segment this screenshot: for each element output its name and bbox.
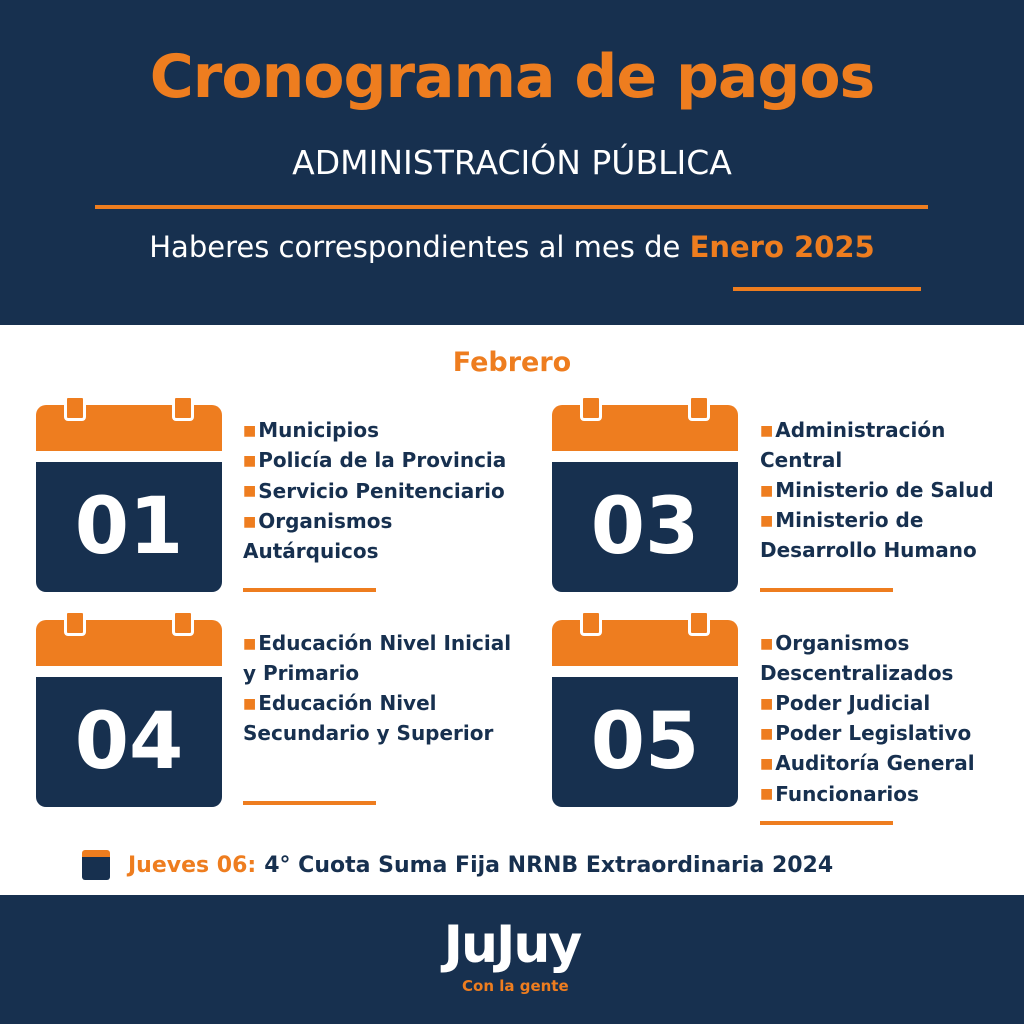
agency-list: ■ Educación Nivel Inicial y Primario ■ Educ… <box>243 629 513 749</box>
list-item-text: Organismos Descentralizados <box>760 631 954 686</box>
subtitle: ADMINISTRACIÓN PÚBLICA <box>292 143 732 182</box>
bullet: ■ <box>760 422 774 439</box>
list-item-text: Auditoría General <box>775 751 975 776</box>
agency-list: ■ Municipios ■ Policía de la Provincia ■ Serv… <box>243 416 513 567</box>
list-item: ■ Servicio Penitenciario <box>243 477 513 507</box>
list-item: ■ Organismos Autárquicos <box>243 507 513 567</box>
list-item-text: Poder Judicial <box>775 690 931 715</box>
list-item-text: Administración Central <box>760 418 946 473</box>
bullet: ■ <box>243 695 257 712</box>
list-item: ■ Auditoría General <box>760 749 1024 779</box>
divider <box>95 205 928 209</box>
calendar-day-03: 03 <box>552 395 738 592</box>
bullet: ■ <box>243 483 257 500</box>
calendar-ring <box>172 395 194 421</box>
calendar-day-04: 04 <box>36 610 222 807</box>
header: Cronograma de pagos ADMINISTRACIÓN PÚBLI… <box>0 0 1024 325</box>
day-number: 03 <box>552 462 738 592</box>
bullet: ■ <box>243 453 257 469</box>
list-item-text: Municipios <box>258 418 379 442</box>
note-text: 4° Cuota Suma Fija NRNB Extraordinaria 2… <box>264 852 834 878</box>
period-prefix: Haberes correspondientes al mes de <box>149 230 681 264</box>
list-item: ■ Policía de la Provincia <box>243 446 513 476</box>
list-item: ■ Administración Central <box>760 416 1024 476</box>
list-item-text: Organismos Autárquicos <box>243 508 393 563</box>
list-item: ■ Poder Legislativo <box>760 719 1024 749</box>
note: Jueves 06: 4° Cuota Suma Fija NRNB Extra… <box>82 849 833 881</box>
calendar-ring <box>64 395 86 421</box>
divider <box>760 588 893 592</box>
list-item-text: Policía de la Provincia <box>258 448 507 473</box>
calendar-ring <box>580 610 602 636</box>
day-number: 01 <box>36 462 222 592</box>
list-item: ■ Funcionarios <box>760 780 1024 810</box>
calendar-ring <box>172 610 194 636</box>
list-item: ■ Organismos Descentralizados <box>760 629 1024 689</box>
agency-list: ■ Administración Central ■ Ministerio de Sa… <box>760 416 1024 566</box>
bullet: ■ <box>760 482 774 499</box>
list-item-text: Ministerio de Salud <box>775 477 994 502</box>
day-number: 05 <box>552 677 738 807</box>
list-item-text: Ministerio de Desarrollo Humano <box>760 508 977 563</box>
calendar-day-01: 01 <box>36 395 222 592</box>
bullet: ■ <box>760 756 774 772</box>
period-month: Enero 2025 <box>689 230 875 264</box>
list-item: ■ Ministerio de Desarrollo Humano <box>760 506 1024 566</box>
bullet: ■ <box>760 786 774 803</box>
logo: JuJuy <box>443 915 583 975</box>
divider <box>760 821 893 825</box>
page-title: Cronograma de pagos <box>149 42 876 112</box>
bullet: ■ <box>760 635 774 652</box>
calendar-ring <box>580 395 602 421</box>
list-item-text: Servicio Penitenciario <box>258 478 505 503</box>
list-item-text: Poder Legislativo <box>775 721 972 745</box>
footer: JuJuy Con la gente <box>0 895 1024 1024</box>
bullet: ■ <box>243 422 257 439</box>
period-text: Haberes correspondientes al mes de Enero… <box>0 230 1024 264</box>
bullet: ■ <box>243 635 257 652</box>
list-item-text: Funcionarios <box>775 781 919 806</box>
divider <box>243 801 376 805</box>
note-label: Jueves 06: <box>128 852 257 878</box>
calendar-icon <box>82 850 110 880</box>
agency-list: ■ Organismos Descentralizados ■ Poder Judic… <box>760 629 1024 810</box>
list-item: ■ Educación Nivel Secundario y Superior <box>243 689 513 749</box>
divider <box>243 588 376 592</box>
calendar-ring <box>688 395 710 421</box>
list-item: ■ Poder Judicial <box>760 689 1024 719</box>
calendar-ring <box>688 610 710 636</box>
calendar-ring <box>64 610 86 636</box>
bullet: ■ <box>760 725 774 742</box>
bullet: ■ <box>760 695 774 712</box>
list-item: ■ Ministerio de Salud <box>760 476 1024 506</box>
list-item: ■ Municipios <box>243 416 513 446</box>
day-number: 04 <box>36 677 222 807</box>
list-item-text: Educación Nivel Secundario y Superior <box>243 690 494 745</box>
bullet: ■ <box>243 513 257 530</box>
month-heading: Febrero <box>452 347 572 378</box>
list-item-text: Educación Nivel Inicial y Primario <box>243 631 512 686</box>
logo-tagline: Con la gente <box>462 977 569 995</box>
list-item: ■ Educación Nivel Inicial y Primario <box>243 629 513 689</box>
divider <box>733 287 921 291</box>
calendar-day-05: 05 <box>552 610 738 807</box>
bullet: ■ <box>760 512 774 529</box>
